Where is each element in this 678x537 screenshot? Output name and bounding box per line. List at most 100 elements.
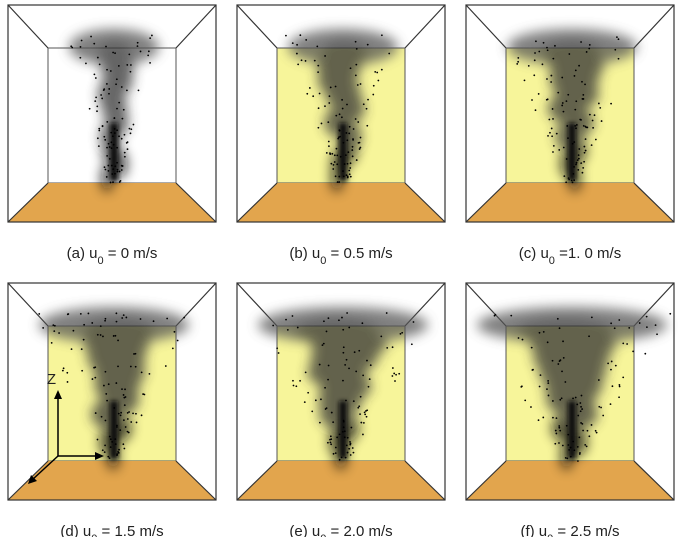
particle	[296, 53, 298, 55]
particle	[301, 59, 303, 61]
particle	[365, 410, 367, 412]
particle	[364, 411, 366, 413]
particle	[140, 51, 142, 53]
panel	[466, 283, 674, 500]
particle	[120, 414, 122, 416]
particle	[113, 117, 115, 119]
particle	[355, 371, 357, 373]
particle	[42, 327, 44, 329]
particle	[338, 319, 340, 321]
particle	[411, 343, 413, 345]
particle	[563, 175, 565, 177]
particle	[578, 437, 580, 439]
caption: (b) u0 = 0.5 m/s	[289, 245, 392, 267]
particle	[124, 134, 126, 136]
particle	[314, 60, 316, 62]
particle	[108, 143, 110, 145]
panel	[466, 5, 674, 222]
particle	[376, 72, 378, 74]
particle	[306, 93, 308, 95]
particle	[130, 64, 132, 66]
particle	[140, 318, 142, 320]
caption-suffix: = 2.0 m/s	[326, 523, 392, 537]
particle	[566, 125, 568, 127]
particle	[563, 147, 565, 149]
particle	[553, 145, 555, 147]
particle	[559, 399, 561, 401]
particle	[566, 158, 568, 160]
particle	[343, 142, 345, 144]
particle	[89, 108, 91, 110]
particle	[293, 385, 295, 387]
particle	[589, 114, 591, 116]
particle	[292, 380, 294, 382]
particle	[398, 373, 400, 375]
particle	[108, 383, 110, 385]
particle	[142, 393, 144, 395]
particle	[348, 327, 350, 329]
particle	[341, 457, 343, 459]
particle	[328, 317, 330, 319]
particle	[127, 148, 129, 150]
particle	[568, 449, 570, 451]
particle	[572, 441, 574, 443]
particle	[561, 77, 563, 79]
particle	[522, 339, 524, 341]
particle	[565, 181, 567, 183]
particle	[342, 352, 344, 354]
floor	[237, 183, 445, 222]
particle	[346, 312, 348, 314]
particle	[347, 163, 349, 165]
particle	[558, 149, 560, 151]
particle	[561, 397, 563, 399]
particle	[328, 141, 330, 143]
particle	[550, 81, 552, 83]
particle	[355, 41, 357, 43]
particle	[327, 379, 329, 381]
figure: (a) u0 = 0 m/s(b) u0 = 0.5 m/s(c) u0 =1.…	[0, 0, 678, 537]
particle	[305, 39, 307, 41]
particle	[555, 430, 557, 432]
particle	[583, 125, 585, 127]
particle	[81, 40, 83, 42]
particle	[370, 364, 372, 366]
caption-prefix: (d) u	[60, 523, 91, 537]
particle	[123, 448, 125, 450]
particle	[119, 429, 121, 431]
particle	[373, 85, 375, 87]
particle	[614, 49, 616, 51]
particle	[81, 370, 83, 372]
particle	[388, 53, 390, 55]
particle	[118, 413, 120, 415]
particle	[322, 344, 324, 346]
particle	[337, 138, 339, 140]
particle	[97, 439, 99, 441]
smoke-core	[339, 401, 347, 459]
particle	[563, 111, 565, 113]
particle	[357, 84, 359, 86]
caption-suffix: = 0.5 m/s	[326, 245, 392, 262]
particle	[127, 141, 129, 143]
particle	[299, 34, 301, 36]
particle	[305, 371, 307, 373]
particle	[539, 332, 541, 334]
particle	[558, 425, 560, 427]
particle	[329, 95, 331, 97]
particle	[591, 144, 593, 146]
particle	[124, 404, 126, 406]
particle	[360, 422, 362, 424]
particle	[582, 172, 584, 174]
particle	[94, 74, 96, 76]
particle	[329, 439, 331, 441]
particle	[335, 86, 337, 88]
particle	[598, 103, 600, 105]
particle	[335, 447, 337, 449]
particle	[350, 67, 352, 69]
particle	[578, 158, 580, 160]
particle	[334, 161, 336, 163]
particle	[115, 443, 117, 445]
particle	[345, 400, 347, 402]
particle	[330, 441, 332, 443]
particle	[598, 406, 600, 408]
particle	[106, 176, 108, 178]
